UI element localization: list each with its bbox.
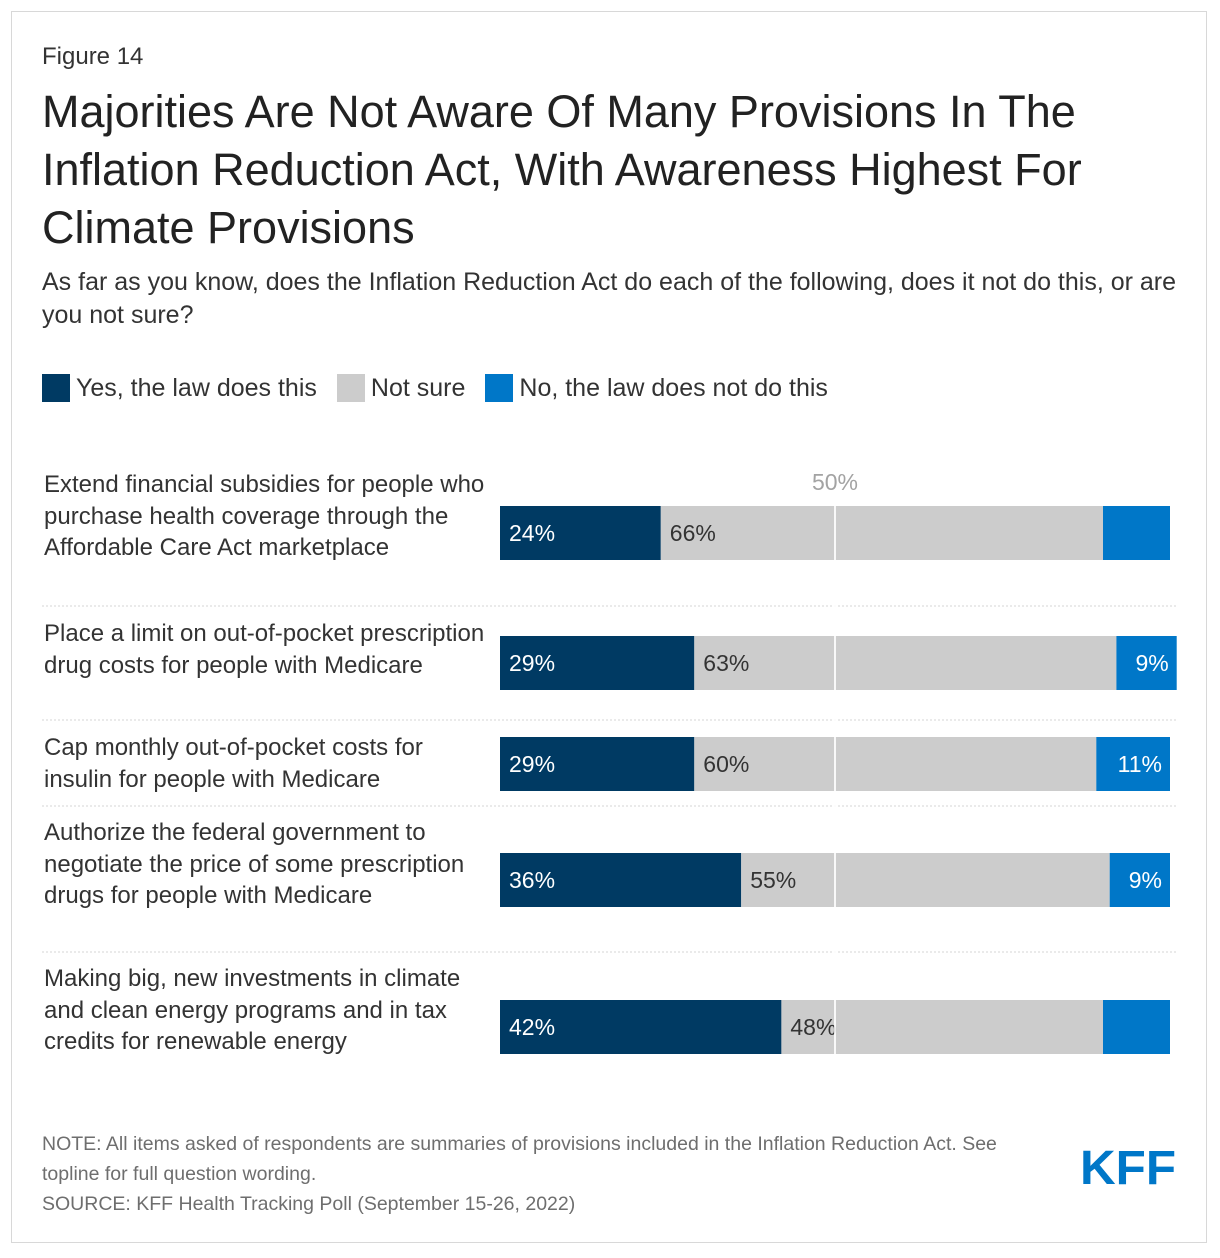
source-text: SOURCE: KFF Health Tracking Poll (Septem… — [42, 1193, 576, 1215]
notes: NOTE: All items asked of respondents are… — [42, 1129, 1052, 1219]
legend-swatch-no — [485, 374, 514, 402]
legend-label-not-sure: Not sure — [370, 373, 466, 402]
legend-item-yes: Yes, the law does this — [42, 374, 317, 403]
kff-logo: KFF — [1080, 1142, 1178, 1195]
legend-swatch-not-sure — [336, 374, 365, 402]
row-label-climate-investments: Making big, new investments in climate a… — [44, 965, 461, 1055]
row-label-insulin-cap: Cap monthly out-of-pocket costs for insu… — [44, 734, 423, 793]
row-label-drug-cost-limit: Place a limit on out-of-pocket prescript… — [44, 620, 485, 679]
row-label-drug-negotiation: Authorize the federal government to nego… — [44, 819, 465, 909]
legend-label-yes: Yes, the law does this — [76, 373, 317, 402]
legend-item-no: No, the law does not do this — [485, 374, 828, 403]
chart-subtitle: As far as you know, does the Inflation R… — [42, 268, 1177, 329]
legend-item-not-sure: Not sure — [336, 373, 466, 403]
chart-title: Majorities Are Not Aware Of Many Provisi… — [42, 86, 1082, 253]
logo-text: KFF — [1080, 1146, 1176, 1188]
figure-frame — [11, 11, 1207, 1243]
legend-swatch-yes — [42, 374, 70, 402]
note-text: NOTE: All items asked of respondents are… — [42, 1133, 997, 1185]
legend: Yes, the law does this Not sure No, the … — [42, 372, 848, 404]
figure-label: Figure 14 — [42, 43, 144, 70]
legend-label-no: No, the law does not do this — [519, 373, 828, 402]
row-label-aca-subsidies: Extend financial subsidies for people wh… — [44, 471, 485, 561]
